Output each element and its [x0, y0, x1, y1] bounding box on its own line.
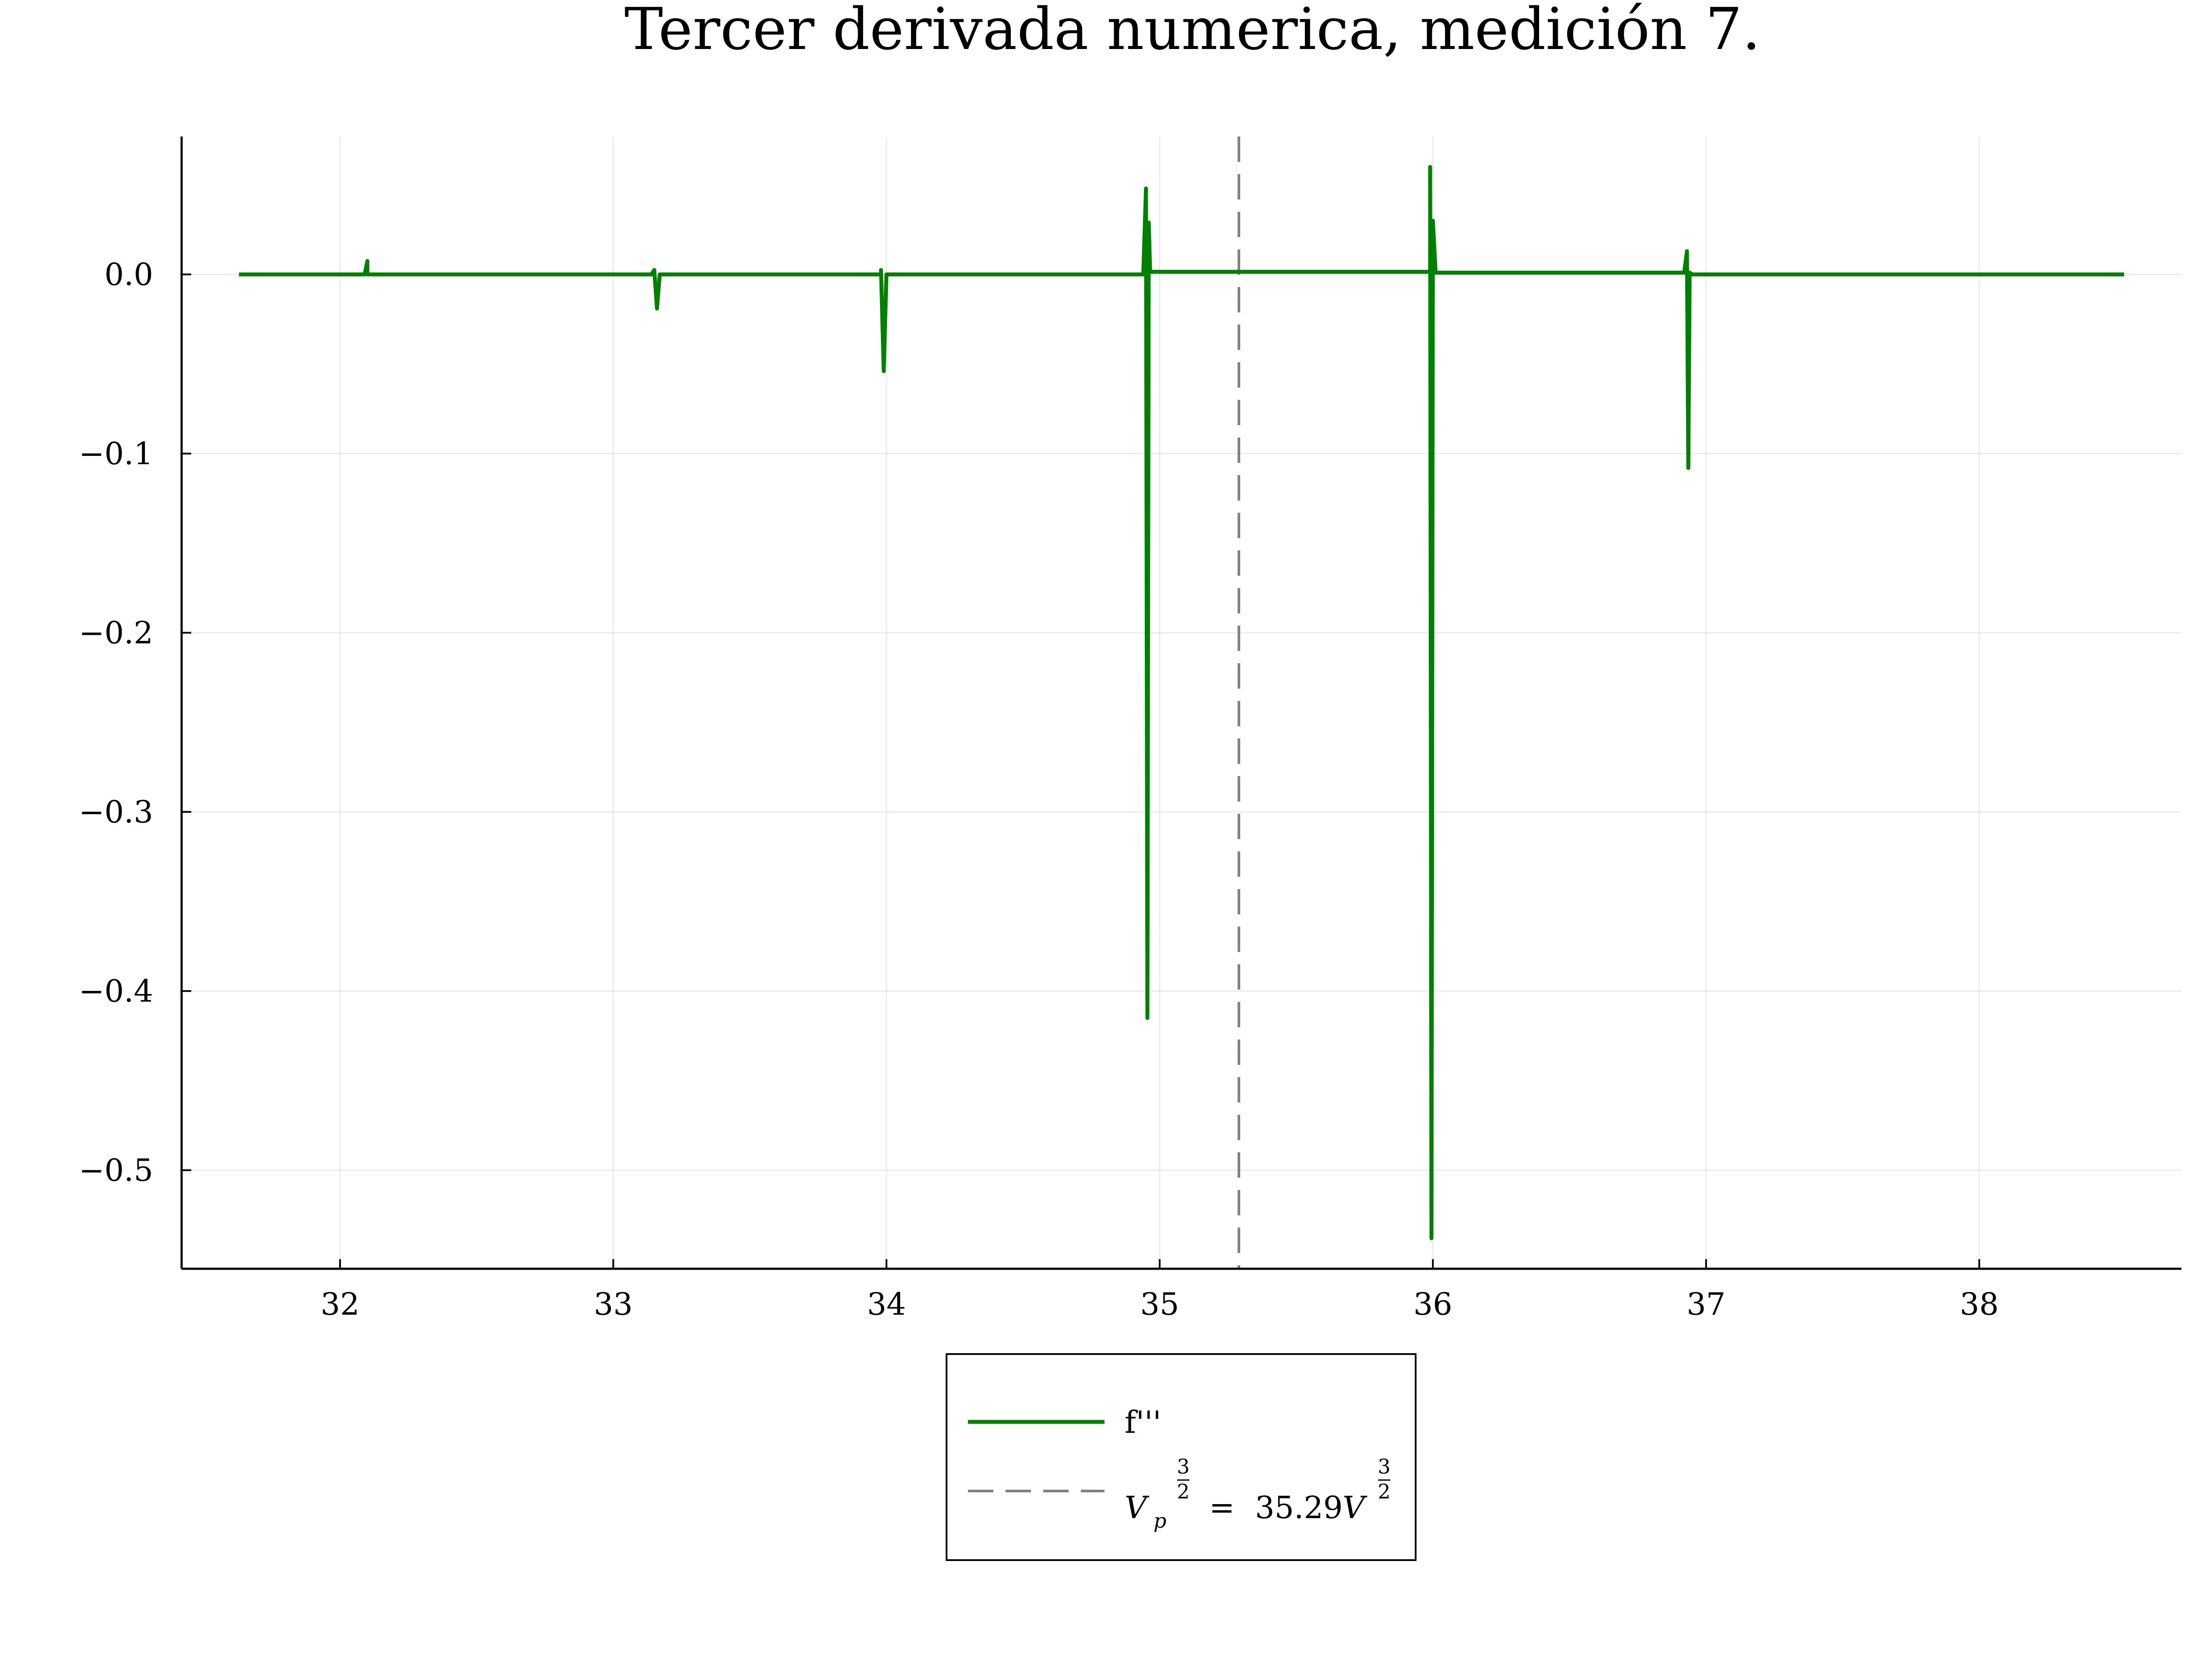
x-tick-label: 34 — [867, 1286, 906, 1322]
legend-label-unit-exp-den: 2 — [1378, 1480, 1390, 1503]
y-tick-label: −0.5 — [79, 1152, 153, 1188]
y-tick-label: −0.3 — [79, 794, 153, 830]
legend-label-unit-exp-num: 3 — [1378, 1455, 1390, 1478]
y-tick-label: −0.2 — [79, 615, 153, 651]
legend-label-vp-exp-den: 2 — [1177, 1480, 1189, 1503]
chart-title: Tercer derivada numerica, medición 7. — [624, 0, 1760, 63]
y-tick-label: −0.1 — [79, 436, 153, 472]
legend-label-unit-V: V — [1343, 1490, 1368, 1526]
axes — [180, 136, 2181, 1270]
series-line-fppp — [239, 165, 2124, 1240]
series-layer — [239, 136, 2124, 1269]
x-tick-label: 32 — [321, 1286, 360, 1322]
y-ticks: 0.0 −0.1 −0.2 −0.3 −0.4 −0.5 — [79, 256, 191, 1188]
legend-label-value: 35.29 — [1255, 1490, 1343, 1526]
legend-box — [946, 1353, 1417, 1561]
legend: f''' V p 3 2 = 35.29 V 3 2 — [946, 1353, 1417, 1561]
legend-label-vp-V: V — [1125, 1490, 1150, 1526]
x-tick-label: 36 — [1413, 1286, 1452, 1322]
legend-label-vp-exp-num: 3 — [1177, 1455, 1189, 1478]
x-tick-label: 37 — [1687, 1286, 1725, 1322]
x-ticks: 32 33 34 35 36 37 38 — [321, 1259, 1999, 1322]
legend-label-fppp: f''' — [1125, 1404, 1161, 1440]
y-tick-label: −0.4 — [79, 973, 153, 1009]
x-tick-label: 35 — [1140, 1286, 1179, 1322]
x-tick-label: 33 — [594, 1286, 633, 1322]
x-tick-label: 38 — [1960, 1286, 1999, 1322]
grid — [182, 136, 2181, 1269]
legend-label-eq: = — [1209, 1490, 1235, 1526]
y-tick-label: 0.0 — [105, 256, 153, 292]
legend-label-vp-sub: p — [1154, 1509, 1166, 1533]
